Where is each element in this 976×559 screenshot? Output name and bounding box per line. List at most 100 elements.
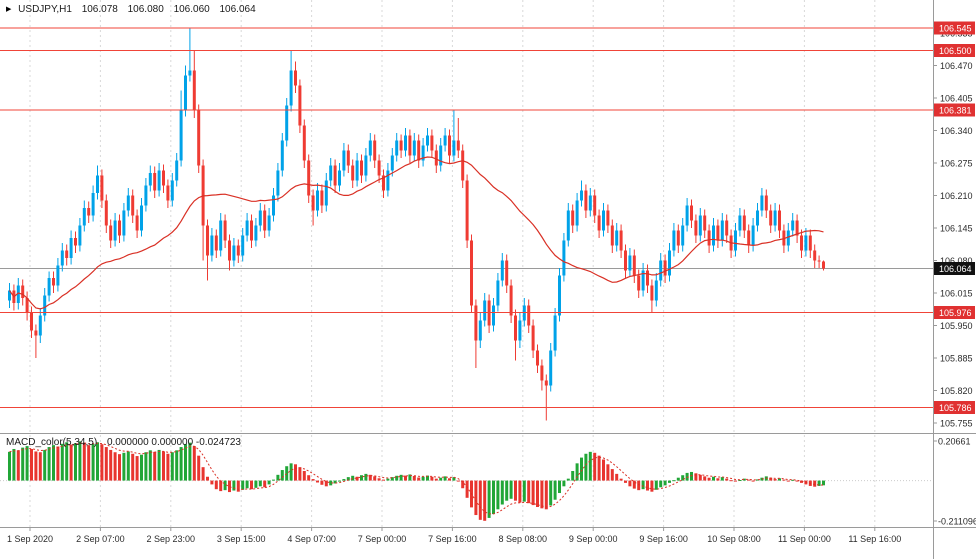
candle-body — [764, 195, 768, 211]
macd-histogram-bar — [373, 476, 377, 481]
candle-body — [421, 145, 425, 161]
macd-histogram-bar — [360, 475, 363, 481]
candle-body — [474, 305, 478, 341]
macd-histogram-bar — [289, 463, 293, 481]
candle-body — [624, 250, 627, 271]
macd-histogram-bar — [74, 443, 77, 481]
date-axis-label: 2 Sep 07:00 — [76, 534, 125, 544]
level-price-label-bg — [934, 401, 975, 414]
macd-histogram-bar — [791, 479, 795, 481]
macd-histogram-bar — [245, 480, 249, 489]
macd-histogram-bar — [707, 477, 711, 481]
macd-histogram-bar — [734, 480, 737, 482]
moving-average-line — [9, 156, 824, 310]
candle-body — [588, 195, 592, 211]
candle-body — [549, 350, 553, 386]
candle-body — [324, 180, 328, 206]
candle-body — [571, 210, 575, 226]
level-price-label: 106.545 — [939, 24, 972, 34]
macd-histogram-bar — [461, 480, 465, 489]
candle-body — [140, 205, 143, 231]
candle-body — [505, 260, 509, 286]
candle-body — [646, 270, 649, 286]
candle-body — [192, 70, 196, 111]
candle-body — [153, 173, 157, 191]
candle-body — [725, 220, 729, 236]
candle-body — [747, 230, 751, 246]
symbol-marker-icon: ▶ — [6, 6, 12, 13]
candle-body — [681, 225, 685, 246]
macd-histogram-bar — [549, 480, 553, 506]
candle-body — [439, 145, 443, 166]
candle-body — [606, 210, 610, 226]
candle-body — [250, 220, 253, 241]
macd-histogram-bar — [434, 478, 438, 481]
level-price-label-bg — [934, 306, 975, 319]
candle-body — [452, 140, 456, 156]
macd-histogram-bar — [492, 480, 495, 515]
macd-histogram-bar — [408, 474, 412, 481]
candle-body — [672, 230, 676, 251]
price-axis-label: 105.755 — [940, 419, 973, 429]
candle-body — [184, 75, 187, 111]
candle-body — [382, 175, 385, 191]
macd-histogram-bar — [606, 464, 610, 481]
macd-histogram-bar — [355, 476, 359, 481]
macd-histogram-bar — [716, 478, 720, 481]
macd-histogram-bar — [153, 451, 157, 481]
level-price-label: 105.976 — [939, 308, 972, 318]
ohlc-close: 106.064 — [219, 4, 256, 15]
price-axis-label: 106.015 — [940, 289, 973, 299]
macd-histogram-bar — [104, 447, 108, 481]
ohlc-open: 106.078 — [81, 4, 118, 15]
macd-histogram-bar — [87, 445, 91, 481]
macd-histogram-bar — [738, 480, 742, 482]
candle-body — [483, 300, 487, 321]
candle-body — [659, 260, 663, 281]
macd-histogram-bar — [236, 480, 240, 492]
macd-histogram-bar — [813, 480, 817, 487]
macd-histogram-bar — [294, 464, 297, 481]
macd-histogram-bar — [140, 454, 143, 481]
macd-histogram-bar — [580, 457, 583, 481]
candle-body — [527, 305, 531, 326]
candle-body — [456, 140, 460, 151]
macd-histogram-bar — [316, 480, 319, 483]
candle-body — [377, 160, 381, 176]
candle-body — [338, 170, 341, 186]
candle-body — [822, 261, 825, 269]
candle-body — [685, 205, 689, 226]
candle-body — [461, 150, 465, 181]
macd-histogram-bar — [584, 453, 588, 481]
candle-body — [575, 200, 579, 226]
price-axis-label: 106.210 — [940, 191, 973, 201]
candle-body — [65, 250, 69, 258]
candle-body — [465, 180, 469, 241]
candle-body — [82, 208, 86, 226]
candle-body — [553, 315, 557, 351]
date-axis-label: 3 Sep 15:00 — [217, 534, 266, 544]
macd-histogram-bar — [47, 447, 51, 481]
macd-histogram-bar — [800, 480, 803, 483]
macd-histogram-bar — [280, 470, 284, 481]
macd-histogram-bar — [795, 480, 799, 482]
candle-body — [188, 70, 192, 76]
candle-body — [144, 185, 148, 206]
candle-body — [346, 150, 350, 166]
macd-histogram-bar — [575, 463, 579, 481]
level-price-label: 105.786 — [939, 403, 972, 413]
macd-histogram-bar — [113, 452, 117, 481]
candle-body — [580, 190, 583, 201]
candle-body — [311, 195, 315, 211]
macd-histogram-bar — [368, 474, 372, 481]
candle-body — [38, 315, 42, 336]
candle-body — [373, 140, 377, 161]
candle-body — [791, 220, 795, 231]
candle-body — [122, 210, 126, 236]
macd-histogram-bar — [223, 480, 227, 491]
macd-histogram-bar — [478, 480, 482, 520]
macd-histogram-bar — [544, 480, 548, 510]
macd-histogram-bar — [685, 472, 689, 481]
